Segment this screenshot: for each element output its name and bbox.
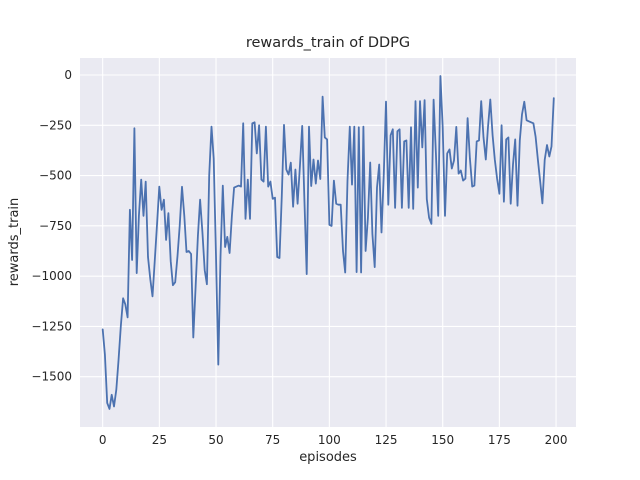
x-tick-label: 150 xyxy=(431,433,454,447)
y-tick-label: −500 xyxy=(39,169,72,183)
y-tick-label: −1000 xyxy=(31,269,72,283)
plot-area xyxy=(80,58,576,427)
y-axis-label: rewards_train xyxy=(7,197,22,287)
x-tick-label: 75 xyxy=(265,433,280,447)
y-tick-label: −1500 xyxy=(31,370,72,384)
y-tick-label: 0 xyxy=(64,68,72,82)
x-tick-label: 125 xyxy=(375,433,398,447)
y-tick-label: −1250 xyxy=(31,319,72,333)
x-axis-label: episodes xyxy=(299,450,357,465)
series-line xyxy=(101,75,555,410)
x-tick-label: 50 xyxy=(208,433,223,447)
x-tick-label: 0 xyxy=(99,433,107,447)
y-tick-label: −750 xyxy=(39,219,72,233)
x-tick-label: 100 xyxy=(318,433,341,447)
x-tick-label: 25 xyxy=(152,433,167,447)
chart-title: rewards_train of DDPG xyxy=(245,35,411,51)
y-tick-label: −250 xyxy=(39,118,72,132)
x-tick-label: 200 xyxy=(545,433,568,447)
x-tick-label: 175 xyxy=(488,433,511,447)
